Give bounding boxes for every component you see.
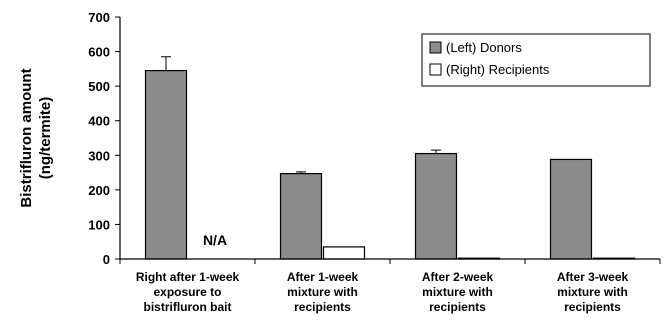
y-axis-title-line: Bistrifluron amount	[18, 68, 35, 207]
x-category-label: After 1-week mixture with recipients	[287, 270, 359, 314]
x-category-label-line: mixture with	[287, 285, 358, 299]
y-tick-label: 700	[88, 10, 110, 25]
axes	[119, 17, 661, 264]
x-category-label-line: After 1-week	[287, 270, 359, 284]
legend-label: (Right) Recipients	[446, 62, 550, 77]
x-category-label: After 2-week mixture with recipients	[422, 270, 494, 314]
x-category-label: After 3-week mixture with recipients	[557, 270, 629, 314]
y-axis-title: Bistrifluron amount (ng/termite)	[18, 68, 54, 207]
x-category-label-line: recipients	[564, 300, 621, 314]
y-tick-label: 300	[88, 148, 110, 163]
na-annotation: N/A	[203, 232, 227, 248]
y-tick-label: 200	[88, 183, 110, 198]
x-category-label: Right after 1-week exposure to bistrifluro…	[136, 270, 240, 314]
x-category-label-line: After 2-week	[422, 270, 494, 284]
y-tick-label: 600	[88, 45, 110, 60]
bars	[144, 56, 636, 260]
donor-bar	[414, 152, 458, 260]
legend: (Left) Donors (Right) Recipients	[421, 33, 651, 87]
y-tick-label: 400	[88, 114, 110, 129]
y-tick-label: 100	[88, 217, 110, 232]
x-category-label-line: recipients	[294, 300, 351, 314]
x-category-label-line: mixture with	[557, 285, 628, 299]
x-category-label-line: bistrifluron bait	[144, 300, 232, 314]
legend-box	[421, 33, 651, 87]
y-axis-title-line: (ng/termite)	[37, 97, 54, 180]
legend-label: (Left) Donors	[446, 40, 522, 55]
legend-swatch	[429, 41, 442, 54]
donor-bar	[549, 158, 593, 260]
x-category-label-line: recipients	[429, 300, 486, 314]
x-axis-categories: Right after 1-week exposure to bistrifluro…	[136, 270, 629, 314]
y-tick-label: 0	[103, 252, 110, 267]
legend-swatch	[429, 63, 442, 76]
recipient-bar	[322, 246, 366, 260]
donor-bar	[279, 173, 323, 260]
x-category-label-line: Right after 1-week	[136, 270, 240, 284]
x-category-label-line: exposure to	[153, 285, 221, 299]
y-tick-label: 500	[88, 79, 110, 94]
y-axis-ticks: 0 100 200 300 400 500 600 700	[88, 10, 120, 267]
x-category-label-line: After 3-week	[557, 270, 629, 284]
annotations: N/A	[203, 232, 227, 248]
x-category-label-line: mixture with	[422, 285, 493, 299]
donor-bar	[144, 69, 188, 260]
